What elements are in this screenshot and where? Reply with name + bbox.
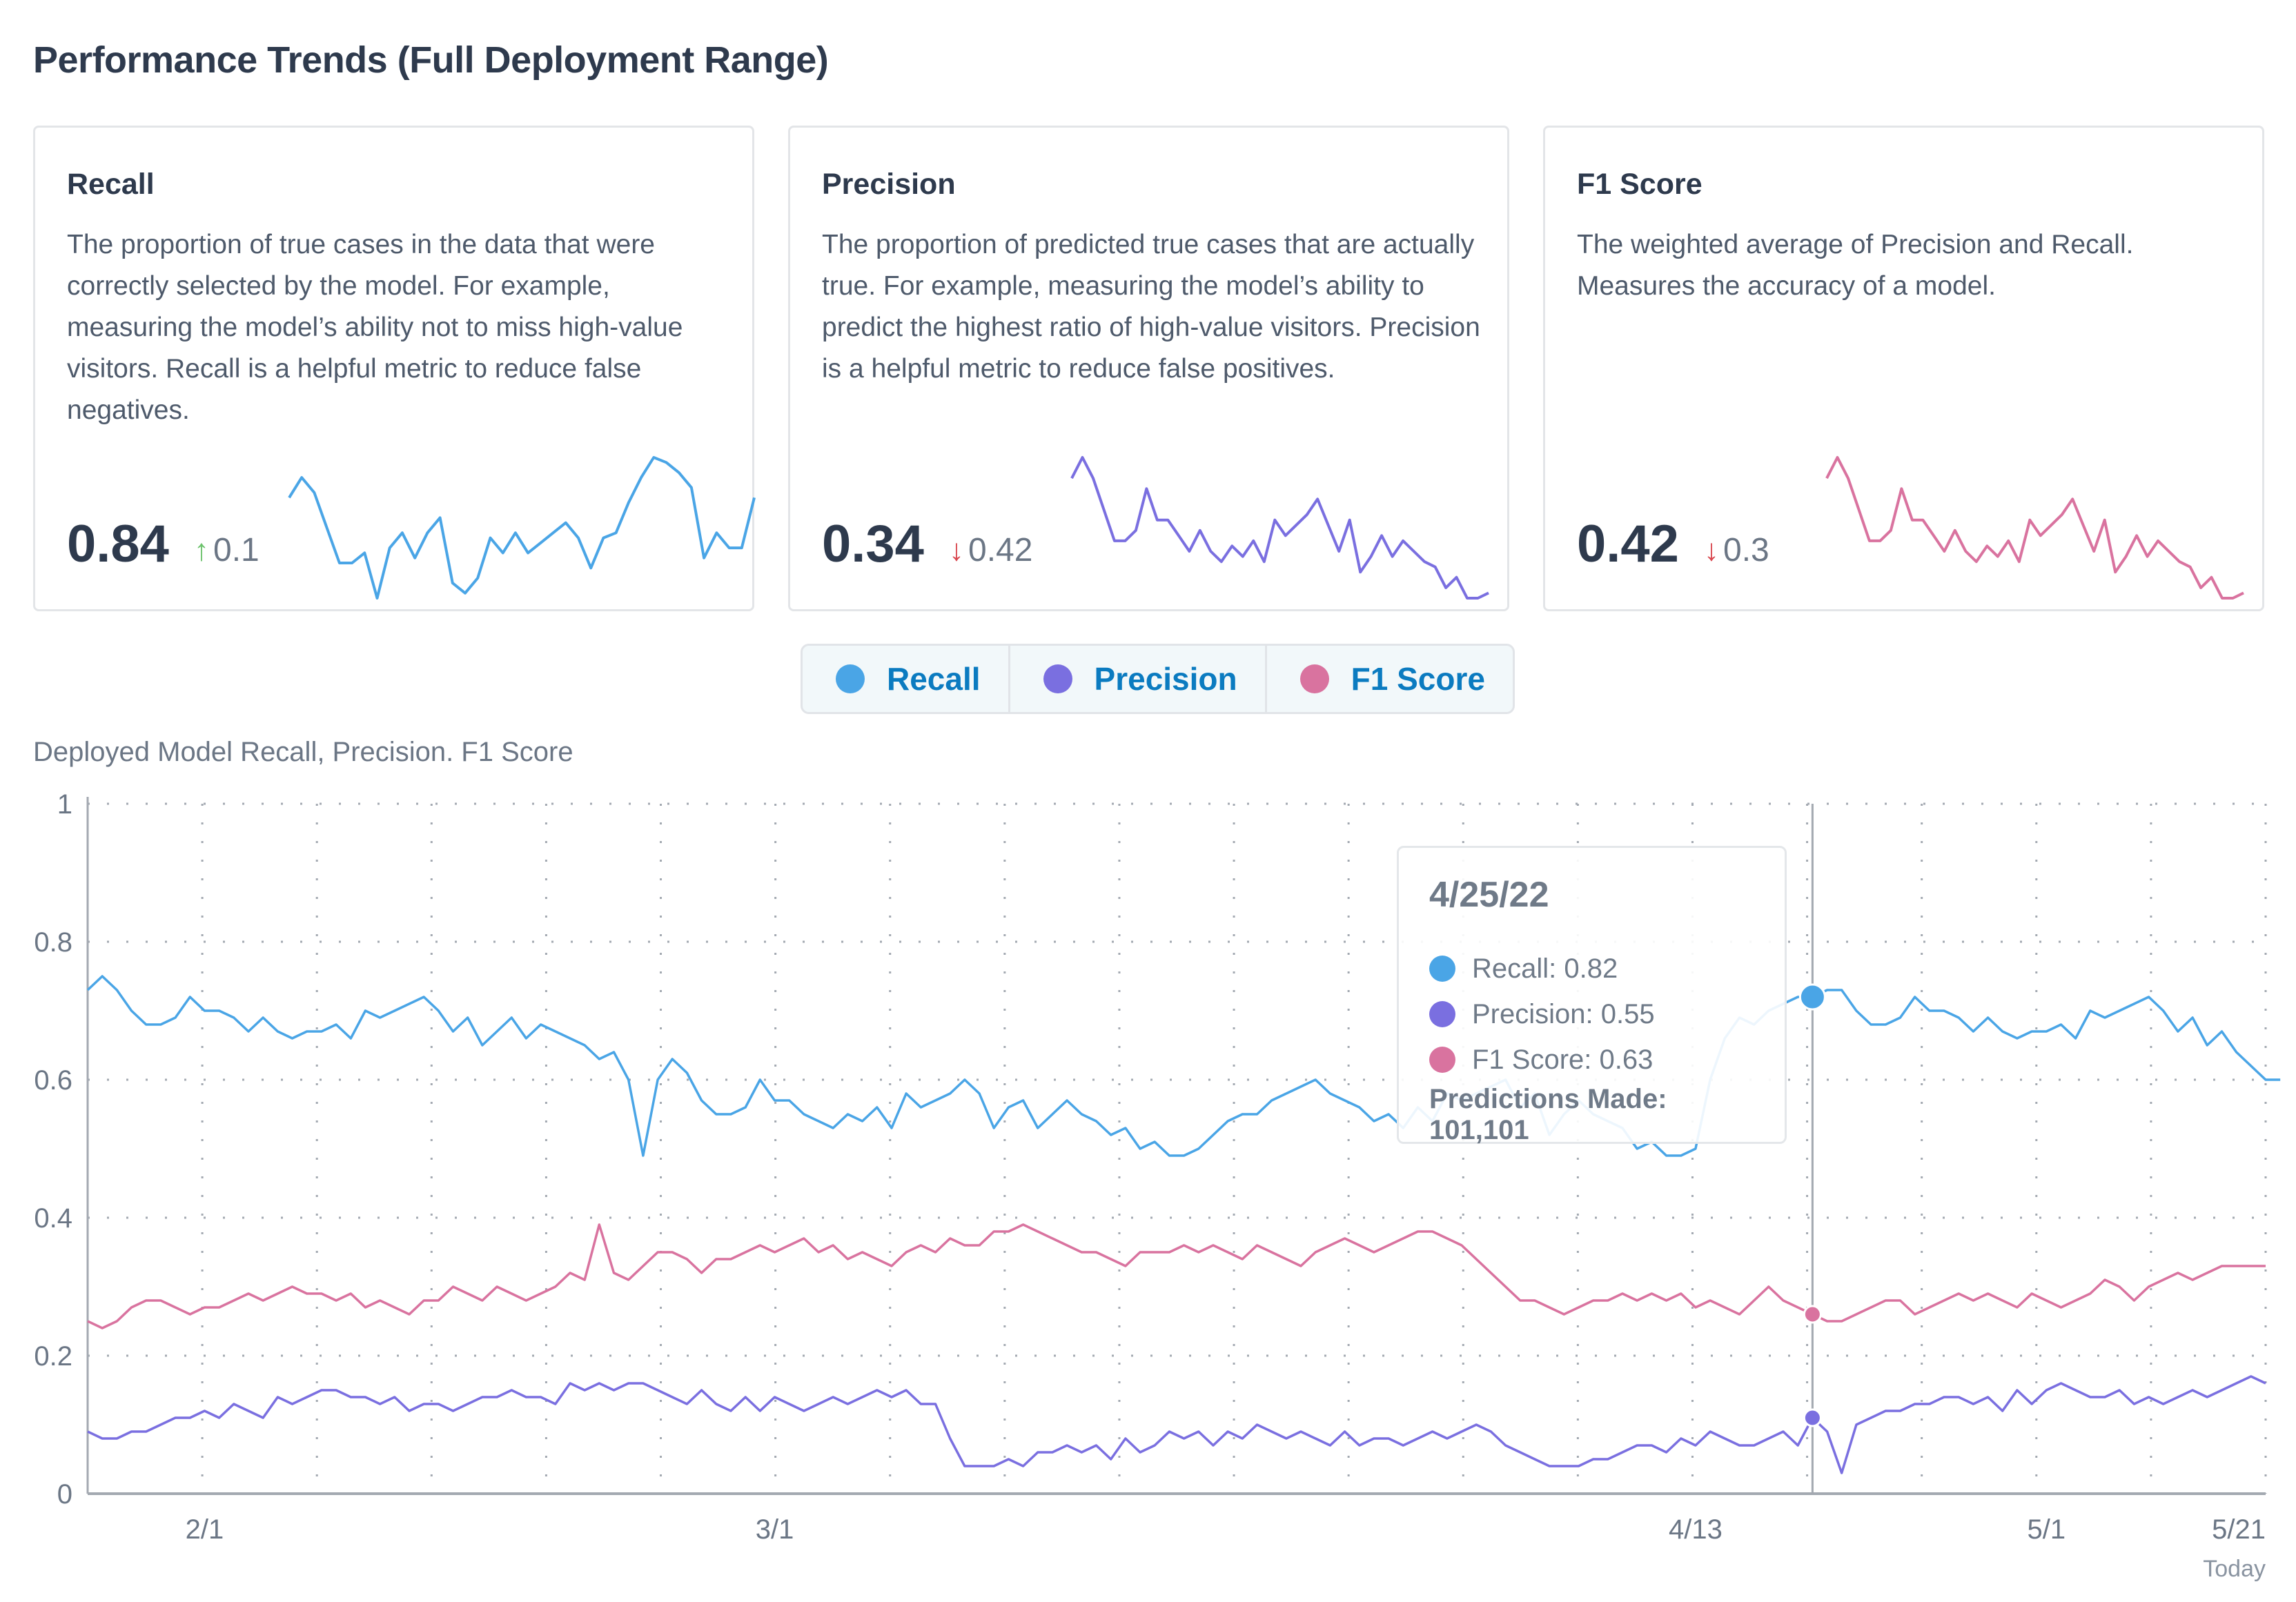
- y-tick-label: 1: [57, 789, 72, 820]
- card-description: The proportion of true cases in the data…: [67, 230, 683, 425]
- sparkline-line: [288, 456, 756, 600]
- precision-dot-icon: [1043, 664, 1072, 693]
- x-tick-label: 3/1: [756, 1514, 794, 1545]
- card-description: The weighted average of Precision and Re…: [1577, 230, 2134, 301]
- y-tick-label: 0.2: [34, 1341, 72, 1372]
- recall-dot-icon: [1429, 956, 1455, 982]
- precision-hover-marker: [1803, 1408, 1822, 1427]
- card-title: Precision: [822, 168, 956, 201]
- chart-series: [86, 975, 2281, 1474]
- tooltip-predictions-made: Predictions Made: 101,101: [1429, 1084, 1667, 1145]
- y-tick-label: 0: [57, 1479, 72, 1510]
- metric-delta: ↑ 0.1: [194, 531, 259, 569]
- tooltip-row-recall: Recall: 0.82: [1429, 946, 1754, 991]
- y-tick-label: 0.6: [34, 1065, 72, 1096]
- f1-hover-marker: [1803, 1305, 1822, 1324]
- precision-series-line: [87, 1375, 2266, 1474]
- arrow-down-icon: ↓: [949, 533, 964, 567]
- precision-sparkline: [1070, 456, 1489, 600]
- delta-value: 0.42: [968, 532, 1033, 568]
- delta-value: 0.3: [1723, 532, 1769, 568]
- metric-delta: ↓ 0.3: [1704, 531, 1769, 569]
- hover-layer: [1798, 804, 1826, 1494]
- arrow-up-icon: ↑: [194, 533, 209, 567]
- recall-dot-icon: [836, 664, 865, 693]
- series-legend: Recall Precision F1 Score: [801, 644, 1515, 714]
- chart-axes: 0 0.2 0.4 0.6 0.8 1 2/1 3/1 4/13 5/1 5/21 Today: [34, 789, 2266, 1582]
- legend-label: Recall: [887, 661, 981, 697]
- card-title: Recall: [67, 168, 155, 201]
- recall-hover-marker: [1798, 983, 1826, 1011]
- legend-toggle-precision[interactable]: Precision: [1010, 646, 1267, 712]
- card-description: The proportion of predicted true cases t…: [822, 230, 1480, 384]
- x-tick-label: 5/1: [2027, 1514, 2066, 1545]
- metric-card-f1-score: F1 Score The weighted average of Precisi…: [1543, 126, 2264, 611]
- y-tick-label: 0.4: [34, 1203, 72, 1234]
- f1-score-dot-icon: [1299, 664, 1329, 693]
- f1-score-dot-icon: [1429, 1047, 1455, 1073]
- x-tick-label: 5/21: [2212, 1514, 2266, 1545]
- legend-label: F1 Score: [1351, 661, 1485, 697]
- recall-sparkline: [288, 456, 756, 600]
- legend-toggle-recall[interactable]: Recall: [803, 646, 1010, 712]
- page-title: Performance Trends (Full Deployment Rang…: [33, 39, 829, 81]
- chart-title: Deployed Model Recall, Precision. F1 Sco…: [33, 737, 573, 767]
- x-tick-sublabel: Today: [2203, 1556, 2266, 1582]
- x-tick-label: 4/13: [1669, 1514, 1723, 1545]
- y-tick-label: 0.8: [34, 927, 72, 958]
- precision-dot-icon: [1429, 1001, 1455, 1027]
- line-chart[interactable]: 0 0.2 0.4 0.6 0.8 1 2/1 3/1 4/13 5/1 5/21 Today: [0, 787, 2296, 1602]
- tooltip-value: Recall: 0.82: [1472, 953, 1618, 984]
- legend-toggle-f1-score[interactable]: F1 Score: [1267, 646, 1513, 712]
- f1-series-line: [87, 1223, 2266, 1329]
- f1-score-sparkline: [1825, 456, 2244, 600]
- chart-tooltip: 4/25/22 Recall: 0.82 Precision: 0.55 F1 …: [1397, 846, 1787, 1145]
- x-tick-label: 2/1: [186, 1514, 224, 1545]
- tooltip-value: F1 Score: 0.63: [1472, 1044, 1654, 1075]
- delta-value: 0.1: [213, 532, 259, 568]
- tooltip-date: 4/25/22: [1429, 875, 1549, 915]
- card-title: F1 Score: [1577, 168, 1703, 201]
- tooltip-value: Precision: 0.55: [1472, 998, 1655, 1029]
- recall-series-line: [86, 975, 2281, 1157]
- sparkline-line: [1070, 456, 1489, 600]
- arrow-down-icon: ↓: [1704, 533, 1719, 567]
- metric-value: 0.84: [67, 515, 169, 573]
- metric-delta: ↓ 0.42: [949, 531, 1032, 569]
- tooltip-row-precision: Precision: 0.55: [1429, 991, 1754, 1037]
- chart-grid: [88, 802, 2267, 1494]
- sparkline-line: [1825, 456, 2244, 600]
- metric-value: 0.42: [1577, 515, 1679, 573]
- tooltip-row-f1-score: F1 Score: 0.63: [1429, 1037, 1754, 1082]
- metric-value: 0.34: [822, 515, 924, 573]
- metric-card-precision: Precision The proportion of predicted tr…: [788, 126, 1509, 611]
- legend-label: Precision: [1094, 661, 1237, 697]
- metric-card-recall: Recall The proportion of true cases in t…: [33, 126, 756, 611]
